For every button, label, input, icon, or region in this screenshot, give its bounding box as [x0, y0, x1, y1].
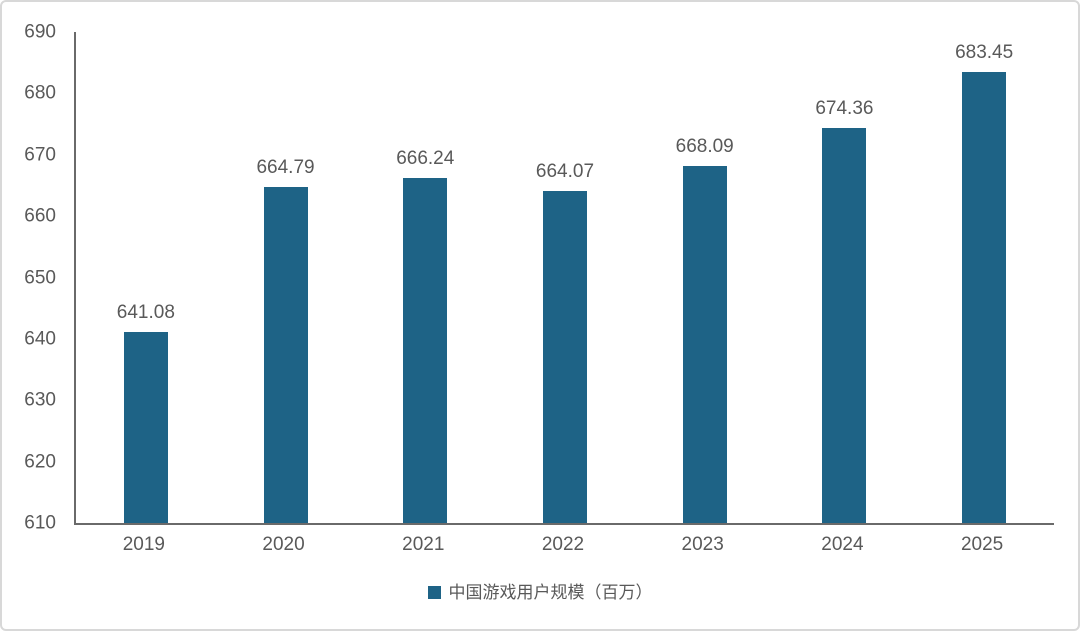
y-tick-label: 630	[24, 389, 56, 411]
bar-2023	[682, 166, 727, 523]
bar-slot: 674.36	[775, 32, 915, 523]
bar-2024	[822, 128, 867, 523]
y-tick-label: 640	[24, 328, 56, 350]
bar-value-label: 668.09	[675, 136, 734, 158]
y-tick-label: 690	[24, 21, 56, 43]
x-tick-label-2021: 2021	[402, 534, 445, 555]
legend: 中国游戏用户规模（百万）	[2, 584, 1078, 601]
bar-slot: 668.09	[635, 32, 775, 523]
x-tick-label-2019: 2019	[122, 534, 165, 555]
legend-label: 中国游戏用户规模（百万）	[448, 583, 653, 602]
x-axis-tick-labels: 2019 2020 2021 2022 2023 2024 2025	[74, 534, 1052, 559]
y-tick-label: 650	[24, 267, 56, 288]
x-tick-label-2024: 2024	[821, 534, 864, 555]
plot-area: 641.08 664.79 666.24 664.07 668.09 674.36 683.…	[74, 32, 1054, 525]
legend-swatch-icon	[427, 586, 441, 599]
bar-slot: 664.07	[495, 32, 635, 523]
y-tick-label: 660	[24, 205, 56, 227]
bar-slot: 666.24	[355, 32, 495, 523]
x-tick-label-2022: 2022	[541, 534, 585, 555]
bar-value-label: 683.45	[955, 42, 1014, 64]
bar-value-label: 674.36	[815, 98, 874, 119]
y-tick-label: 610	[24, 512, 56, 534]
bar-2025	[962, 72, 1007, 523]
x-tick-label-2023: 2023	[681, 534, 724, 555]
bar-value-label: 641.08	[116, 302, 175, 324]
bar-2022	[542, 191, 587, 523]
y-tick-label: 620	[24, 451, 56, 473]
x-tick-label-2025: 2025	[960, 534, 1004, 555]
y-tick-label: 680	[24, 82, 56, 104]
bar-value-label: 664.79	[256, 156, 315, 178]
bar-slot: 641.08	[76, 32, 216, 523]
y-tick-label: 670	[24, 144, 56, 166]
x-tick-label-2020: 2020	[262, 534, 305, 555]
bar-value-label: 664.07	[535, 161, 595, 183]
bar-slot: 683.45	[914, 32, 1054, 523]
bar-2021	[403, 177, 448, 523]
bar-2020	[263, 186, 308, 523]
bar-2019	[123, 332, 168, 523]
bar-slot: 664.79	[216, 32, 356, 523]
bar-value-label: 666.24	[396, 147, 455, 169]
